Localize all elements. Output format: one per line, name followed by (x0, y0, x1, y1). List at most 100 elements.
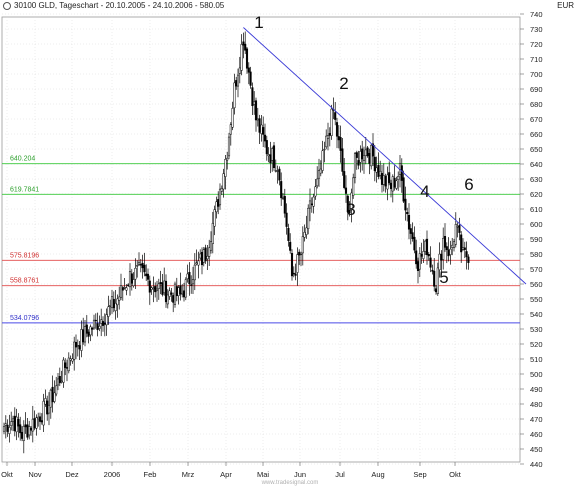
candle-body (429, 257, 432, 268)
candle-body (326, 135, 330, 139)
candle-body (76, 345, 79, 347)
candle-body (283, 196, 286, 214)
candle-body (218, 188, 222, 206)
candle-body (154, 286, 157, 293)
candle-body (94, 319, 97, 322)
candle-body (269, 154, 272, 164)
candle-body (415, 250, 418, 265)
plot-frame (1, 16, 521, 463)
candle-body (344, 187, 348, 194)
candle-body (145, 273, 148, 277)
candle-body (191, 279, 195, 285)
candle-body (323, 148, 326, 151)
candle-body (424, 240, 427, 252)
candle-body (348, 209, 351, 214)
candle-body (236, 74, 240, 87)
candle-body (312, 196, 315, 207)
x-tick-label: Mai (257, 470, 269, 479)
candle-body (49, 389, 52, 408)
candle-body (181, 292, 184, 295)
y-tick-label: 600 (530, 220, 543, 229)
y-tick-label: 480 (530, 400, 543, 409)
candle-body (10, 421, 13, 426)
level-label: 640.204 (10, 156, 35, 163)
y-tick-label: 680 (530, 100, 543, 109)
candle-body (409, 228, 412, 234)
candle-body (433, 270, 436, 287)
candle-body (148, 280, 151, 293)
candle-body (62, 359, 65, 383)
candle-body (4, 423, 7, 426)
candle-body (168, 290, 171, 297)
candle-body (407, 214, 411, 230)
candle-body (272, 145, 276, 169)
candle-body (152, 287, 155, 290)
y-tick-label: 670 (530, 115, 543, 124)
candle-body (179, 285, 182, 295)
y-tick-label: 610 (530, 205, 543, 214)
candle-body (20, 431, 24, 439)
candle-body (163, 280, 166, 294)
y-tick-label: 460 (530, 430, 543, 439)
candle-body (136, 265, 139, 267)
candle-body (6, 424, 9, 432)
candle-body (256, 118, 259, 121)
candle-body (73, 341, 76, 360)
y-tick-label: 730 (530, 25, 543, 34)
candle-body (258, 118, 261, 133)
y-tick-label: 660 (530, 130, 543, 139)
level-label: 534.0796 (10, 315, 39, 322)
candle-body (71, 358, 74, 362)
candle-body (427, 254, 430, 257)
y-tick-label: 620 (530, 190, 543, 199)
candle-body (130, 273, 133, 284)
candle-body (285, 212, 288, 227)
candle-body (100, 319, 103, 324)
candle-body (11, 418, 15, 422)
candle-body (69, 358, 72, 361)
candle-body (137, 261, 141, 265)
candle-body (314, 186, 317, 197)
candle-body (350, 192, 353, 211)
candle-body (78, 345, 81, 350)
candle-body (96, 323, 99, 331)
chart-settings-icon[interactable] (3, 2, 11, 10)
chart-title-bar: 30100 GLD, Tageschart - 20.10.2005 - 24.… (0, 0, 580, 14)
candle-body (28, 426, 31, 436)
candle-body (64, 362, 67, 368)
candle-body (292, 272, 295, 275)
y-tick-label: 540 (530, 310, 543, 319)
candle-body (33, 418, 36, 429)
candle-body (233, 82, 236, 109)
candle-body (231, 108, 234, 128)
x-tick-label: Dez (65, 470, 79, 479)
candle-body (38, 416, 42, 422)
candle-body (155, 288, 159, 291)
candle-body (260, 124, 263, 134)
candle-body (109, 305, 112, 307)
candle-body (42, 400, 45, 426)
x-tick-label: Apr (220, 470, 232, 479)
y-tick-label: 530 (530, 325, 543, 334)
candle-body (440, 253, 443, 261)
candle-body (362, 155, 366, 161)
y-tick-label: 650 (530, 145, 543, 154)
candle-body (67, 357, 70, 372)
candle-body (391, 176, 394, 192)
candle-body (253, 101, 256, 105)
candle-body (434, 288, 438, 293)
candle-body (370, 145, 373, 167)
candle-body (74, 342, 78, 348)
candle-body (119, 285, 123, 298)
candle-body (123, 287, 126, 289)
candle-body (395, 180, 398, 189)
candle-body (389, 182, 393, 189)
candle-body (422, 251, 425, 259)
candle-body (199, 253, 202, 259)
candle-body (436, 267, 439, 294)
candle-body (301, 236, 304, 254)
candle-body (229, 124, 232, 135)
candle-body (164, 280, 168, 303)
candle-body (166, 294, 169, 305)
